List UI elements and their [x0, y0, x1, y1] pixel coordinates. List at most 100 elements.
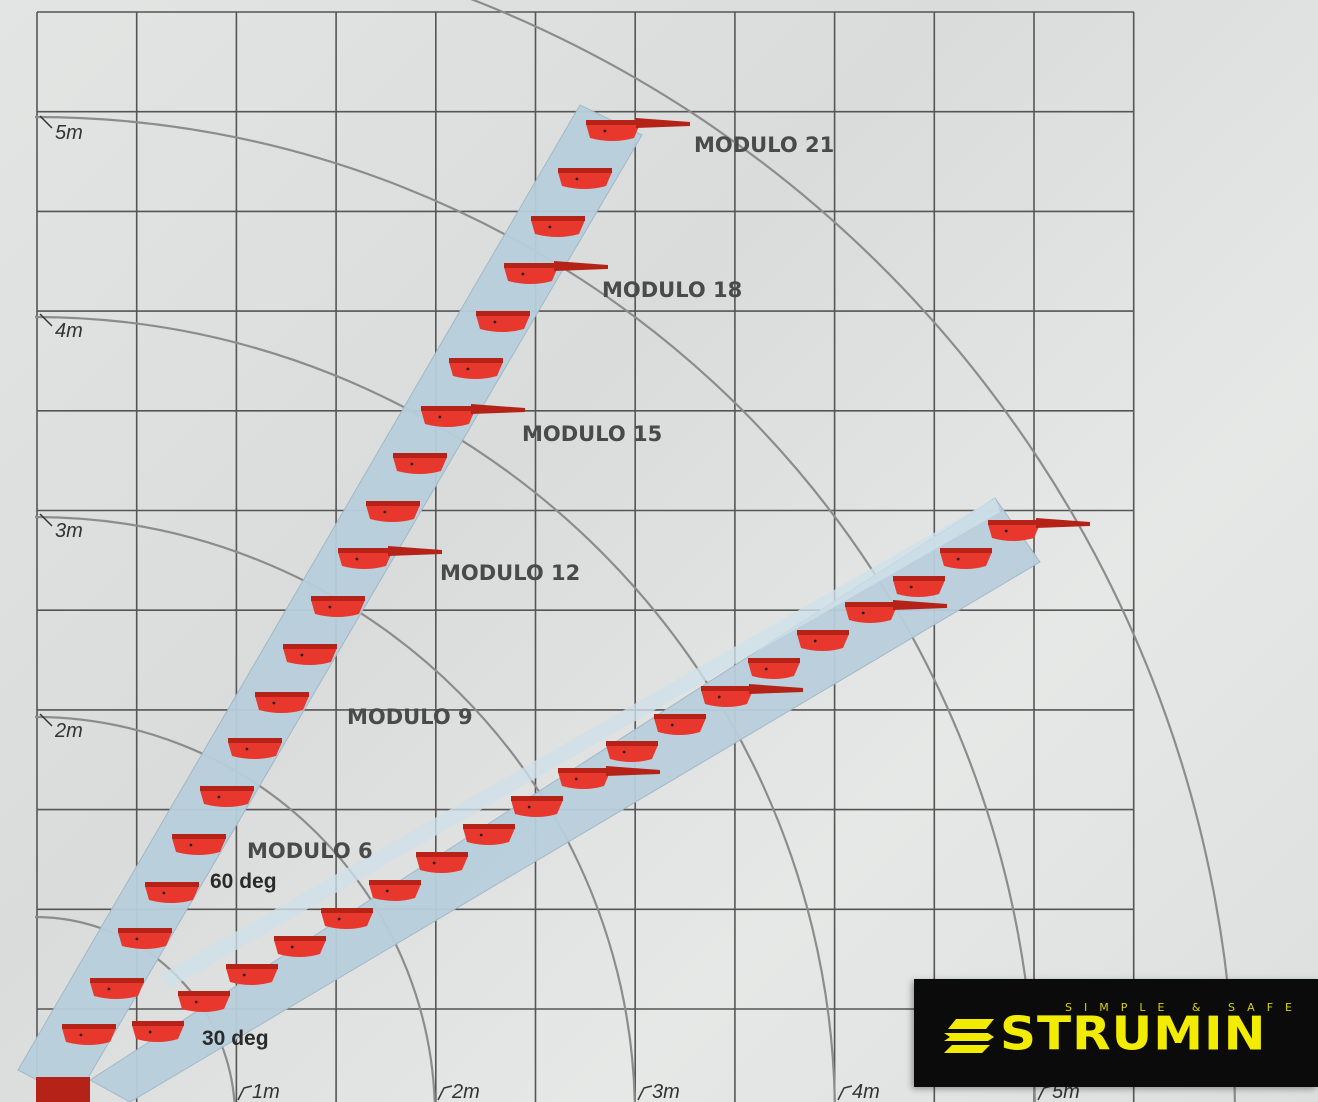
step-bolt [107, 987, 111, 991]
stair-step [893, 576, 945, 597]
step-face [228, 742, 282, 759]
step-bolt [300, 653, 304, 657]
step-face [988, 524, 1040, 541]
step-edge [172, 834, 226, 839]
step-edge [558, 168, 612, 173]
stair-step [416, 852, 468, 873]
y-label-5m: 5m [55, 122, 83, 144]
stair-step [504, 261, 608, 284]
stair-step [366, 501, 420, 522]
stair-step [321, 908, 373, 929]
stair-step [988, 518, 1090, 541]
step-face [463, 828, 515, 845]
y-label-2m: 2m [54, 720, 83, 742]
stair-step [255, 692, 309, 713]
step-edge [226, 964, 278, 969]
step-edge [338, 548, 392, 553]
step-face [940, 552, 992, 569]
stair-step [172, 834, 226, 855]
step-extension [893, 600, 947, 610]
step-bolt [813, 639, 817, 643]
steps-60deg [62, 118, 690, 1045]
step-face [145, 886, 199, 903]
step-face [172, 838, 226, 855]
step-bolt [548, 225, 552, 229]
step-edge [511, 796, 563, 801]
step-edge [504, 263, 558, 268]
step-bolt [385, 889, 389, 893]
stair-step [701, 684, 803, 707]
step-face [449, 362, 503, 379]
stair-step [226, 964, 278, 985]
step-edge [701, 686, 753, 691]
step-face [200, 790, 254, 807]
strumin-s-icon [944, 1019, 994, 1053]
angle-label-60: 60 deg [210, 870, 277, 893]
step-extension [1036, 518, 1090, 528]
step-face [531, 220, 585, 237]
step-bolt [337, 917, 341, 921]
step-edge [283, 644, 337, 649]
y-axis-labels: 5m 4m 3m 2m [39, 115, 83, 742]
radius-arc [34, 315, 836, 1102]
stair-rail-30deg-inner [160, 498, 1000, 988]
x-label-1m: 1m [252, 1081, 280, 1102]
step-bolt [466, 367, 470, 371]
angle-label-30: 30 deg [202, 1027, 269, 1050]
stair-step [558, 168, 612, 189]
stair-step [145, 882, 199, 903]
stair-step [463, 824, 515, 845]
stair-step [369, 880, 421, 901]
step-edge [321, 908, 373, 913]
stair-step [606, 741, 658, 762]
step-edge [940, 548, 992, 553]
module-label-6: MODULO 6 [247, 839, 373, 863]
base-block [36, 1077, 90, 1102]
radius-arc [470, 0, 1236, 1102]
step-face [393, 457, 447, 474]
step-edge [393, 453, 447, 458]
step-face [321, 912, 373, 929]
stair-step [748, 658, 800, 679]
step-face [701, 690, 753, 707]
stair-step [393, 453, 447, 474]
step-edge [200, 786, 254, 791]
step-bolt [79, 1033, 83, 1037]
stair-step [62, 1024, 116, 1045]
step-bolt [162, 891, 166, 895]
step-edge [366, 501, 420, 506]
radius-arc [34, 515, 636, 1102]
step-edge [748, 658, 800, 663]
module-label-15: MODULO 15 [522, 422, 662, 446]
step-edge [178, 991, 230, 996]
step-extension [471, 404, 525, 414]
stair-step [797, 630, 849, 651]
step-edge [228, 738, 282, 743]
radius-arc [34, 115, 1036, 1102]
step-bolt [575, 177, 579, 181]
step-edge [421, 406, 475, 411]
step-face [90, 982, 144, 999]
step-bolt [245, 747, 249, 751]
x-label-4m: 4m [852, 1081, 880, 1102]
step-edge [255, 692, 309, 697]
stair-step [511, 796, 563, 817]
stair-step [132, 1021, 184, 1042]
step-extension [749, 684, 803, 694]
stair-step [118, 928, 172, 949]
step-face [476, 315, 530, 332]
step-face [283, 648, 337, 665]
step-face [178, 995, 230, 1012]
step-bolt [432, 861, 436, 865]
step-face [118, 932, 172, 949]
stair-step [421, 404, 525, 427]
logo-tagline: SIMPLE & SAFE [1065, 1001, 1304, 1014]
step-bolt [290, 945, 294, 949]
step-bolt [328, 605, 332, 609]
x-label-3m: 3m [652, 1081, 680, 1102]
step-edge [654, 714, 706, 719]
angle-labels: 60 deg 30 deg [202, 870, 277, 1050]
step-face [62, 1028, 116, 1045]
step-face [654, 718, 706, 735]
y-label-3m: 3m [55, 520, 83, 542]
